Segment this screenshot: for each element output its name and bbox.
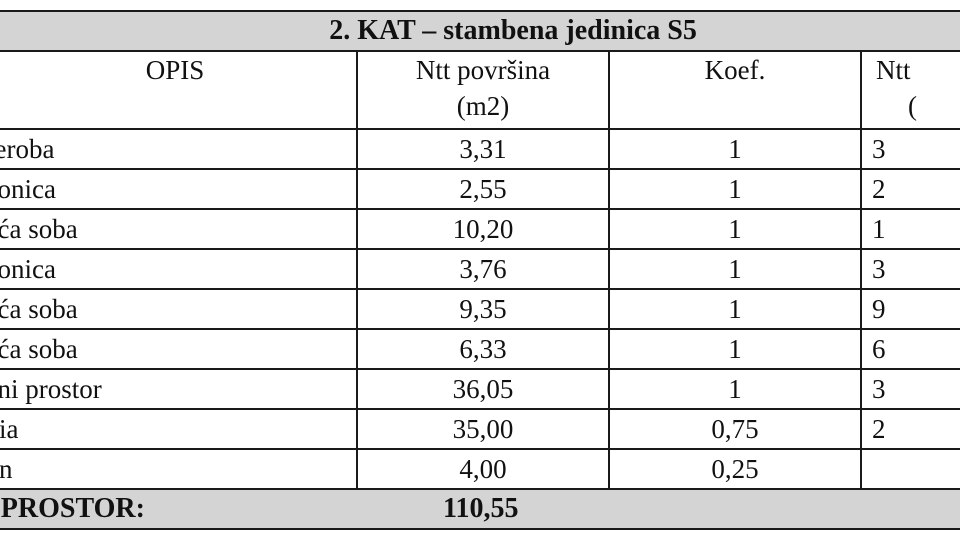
row-opis: vaća soba xyxy=(0,328,358,370)
row-opis-text: rderoba xyxy=(0,134,55,164)
total-label-text: O PROSTOR: xyxy=(0,493,145,524)
row-opis: vaća soba xyxy=(0,208,358,250)
table-header-row: OPIS Ntt površina (m2) Koef. Ntt ( xyxy=(0,50,960,130)
row-koef: 1 xyxy=(608,328,862,370)
row-partial: 2 xyxy=(859,408,960,450)
table-row: vaća soba 10,20 1 1 xyxy=(0,208,960,250)
header-opis: OPIS xyxy=(0,50,358,130)
row-koef: 0,25 xyxy=(608,448,862,490)
row-partial: 3 xyxy=(859,128,960,170)
row-koef: 0,75 xyxy=(608,408,862,450)
row-partial: 9 xyxy=(859,288,960,330)
row-partial: 1 xyxy=(859,208,960,250)
table-row: paonica 2,55 1 2 xyxy=(0,168,960,210)
header-ntt-partial: Ntt ( xyxy=(859,50,960,130)
row-area: 3,31 xyxy=(356,128,610,170)
row-area: 3,76 xyxy=(356,248,610,290)
row-koef: 1 xyxy=(608,128,862,170)
row-opis-text: vaća soba xyxy=(0,294,78,324)
table-total-row: O PROSTOR: 110,55 xyxy=(0,488,960,530)
row-opis: vaća soba xyxy=(0,288,358,330)
row-opis-text: vaća soba xyxy=(0,214,78,244)
row-area: 10,20 xyxy=(356,208,610,250)
row-partial: 3 xyxy=(859,368,960,410)
header-ntt-area-line1: Ntt površina xyxy=(415,55,551,85)
row-opis-text: kon xyxy=(0,454,13,484)
row-koef: 1 xyxy=(608,368,862,410)
row-partial: 3 xyxy=(859,248,960,290)
header-ntt-area: Ntt površina (m2) xyxy=(356,50,610,130)
header-koef-label: Koef. xyxy=(704,55,766,85)
table-row: kon 4,00 0,25 xyxy=(0,448,960,490)
row-opis: rderoba xyxy=(0,128,358,170)
row-area: 2,55 xyxy=(356,168,610,210)
row-area: 35,00 xyxy=(356,408,610,450)
table-title: 2. KAT – stambena jedinica S5 xyxy=(0,10,960,52)
row-partial: 6 xyxy=(859,328,960,370)
table-row: paonica 3,76 1 3 xyxy=(0,248,960,290)
row-opis: ggia xyxy=(0,408,358,450)
row-opis-text: evni prostor xyxy=(0,374,102,404)
row-area: 4,00 xyxy=(356,448,610,490)
row-koef: 1 xyxy=(608,248,862,290)
row-koef: 1 xyxy=(608,168,862,210)
row-opis-text: ggia xyxy=(0,414,19,444)
table-row: rderoba 3,31 1 3 xyxy=(0,128,960,170)
area-table: 2. KAT – stambena jedinica S5 OPIS Ntt p… xyxy=(0,10,960,530)
row-opis: paonica xyxy=(0,248,358,290)
row-area: 9,35 xyxy=(356,288,610,330)
row-opis-text: paonica xyxy=(0,174,56,204)
total-label: O PROSTOR: xyxy=(0,488,357,530)
total-filler xyxy=(609,488,960,530)
table-row: evni prostor 36,05 1 3 xyxy=(0,368,960,410)
header-koef: Koef. xyxy=(608,50,862,130)
row-koef: 1 xyxy=(608,288,862,330)
row-partial: 2 xyxy=(859,168,960,210)
row-opis-text: vaća soba xyxy=(0,334,78,364)
row-area: 6,33 xyxy=(356,328,610,370)
header-ntt-area-line2: (m2) xyxy=(456,91,510,121)
header-opis-label: OPIS xyxy=(145,55,205,85)
header-ntt-partial-line1: Ntt xyxy=(876,55,911,85)
row-opis: kon xyxy=(0,448,358,490)
row-opis-text: paonica xyxy=(0,254,56,284)
row-partial xyxy=(859,448,960,490)
row-opis: evni prostor xyxy=(0,368,358,410)
table-title-row: 2. KAT – stambena jedinica S5 xyxy=(0,10,960,52)
total-value: 110,55 xyxy=(443,493,519,524)
total-value-cell: 110,55 xyxy=(357,488,609,530)
table-row: vaća soba 9,35 1 9 xyxy=(0,288,960,330)
row-area: 36,05 xyxy=(356,368,610,410)
header-ntt-partial-line2: ( xyxy=(908,91,917,121)
row-koef: 1 xyxy=(608,208,862,250)
table-row: ggia 35,00 0,75 2 xyxy=(0,408,960,450)
table-row: vaća soba 6,33 1 6 xyxy=(0,328,960,370)
row-opis: paonica xyxy=(0,168,358,210)
